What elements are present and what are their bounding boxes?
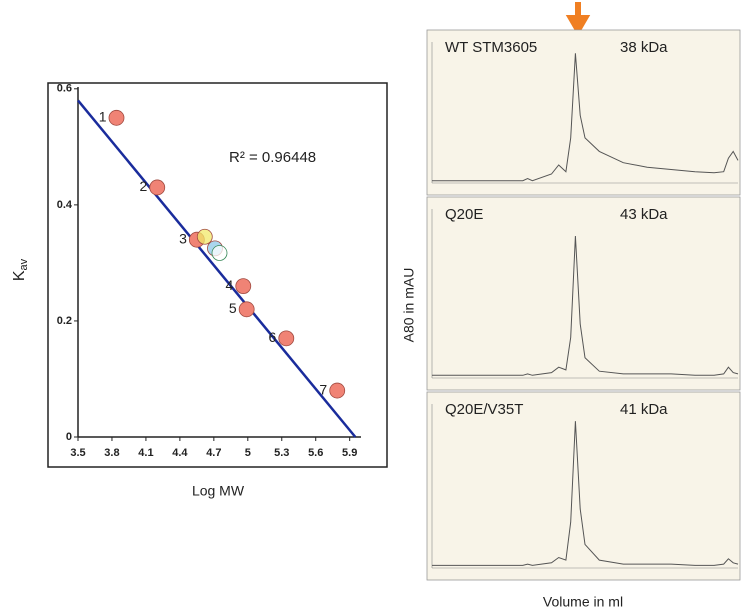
data-point (329, 382, 346, 399)
x-axis-label: Volume in ml (543, 594, 623, 610)
x-tick-label: 4.4 (172, 447, 188, 459)
x-tick-label: 4.7 (206, 447, 221, 459)
point-label: 1 (99, 109, 107, 125)
data-point (278, 330, 295, 347)
data-point (196, 228, 213, 245)
fit-line (77, 99, 357, 438)
panel-background (426, 391, 741, 581)
peak-arrow (565, 2, 591, 36)
trace (432, 235, 739, 376)
panel-title: Q20E (445, 206, 483, 223)
x-tick-label: 3.8 (104, 447, 119, 459)
annotation: R² = 0.96448 (229, 149, 316, 166)
point-label: 5 (229, 300, 237, 316)
x-tick-label: 5.3 (274, 447, 289, 459)
y-axis-label: A80 in mAU (401, 268, 417, 343)
y-tick-label: 0.6 (57, 83, 72, 95)
point-label: 3 (179, 230, 187, 246)
left-frame (47, 82, 388, 468)
data-point (235, 278, 252, 295)
point-label: 7 (319, 381, 327, 397)
panel-title: WT STM3605 (445, 39, 537, 56)
x-axis-label: Log MW (192, 483, 245, 499)
x-tick-label: 3.5 (70, 447, 85, 459)
y-tick-label: 0.4 (57, 199, 73, 211)
data-point (149, 179, 166, 196)
panel-background (426, 196, 741, 391)
panel-background (426, 29, 741, 196)
panel-annotation: 41 kDa (620, 401, 668, 418)
panel-annotation: 43 kDa (620, 206, 668, 223)
y-tick-label: 0 (66, 431, 72, 443)
data-point (211, 245, 228, 261)
point-label: 4 (225, 277, 233, 293)
panel-title: Q20E/V35T (445, 401, 523, 418)
point-label: 2 (139, 178, 147, 194)
data-point (108, 109, 125, 126)
x-tick-label: 4.1 (138, 447, 153, 459)
x-tick-label: 5.9 (342, 447, 357, 459)
x-tick-label: 5 (245, 447, 251, 459)
y-axis-label: Kav (11, 258, 30, 281)
trace (432, 53, 739, 182)
x-tick-label: 5.6 (308, 447, 323, 459)
data-point (238, 301, 255, 318)
panel-annotation: 38 kDa (620, 39, 668, 56)
point-label: 6 (268, 329, 276, 345)
trace (432, 421, 739, 566)
y-axis-label-main: K (11, 270, 28, 281)
y-tick-label: 0.2 (57, 315, 72, 327)
y-axis-label-sub: av (18, 258, 30, 270)
